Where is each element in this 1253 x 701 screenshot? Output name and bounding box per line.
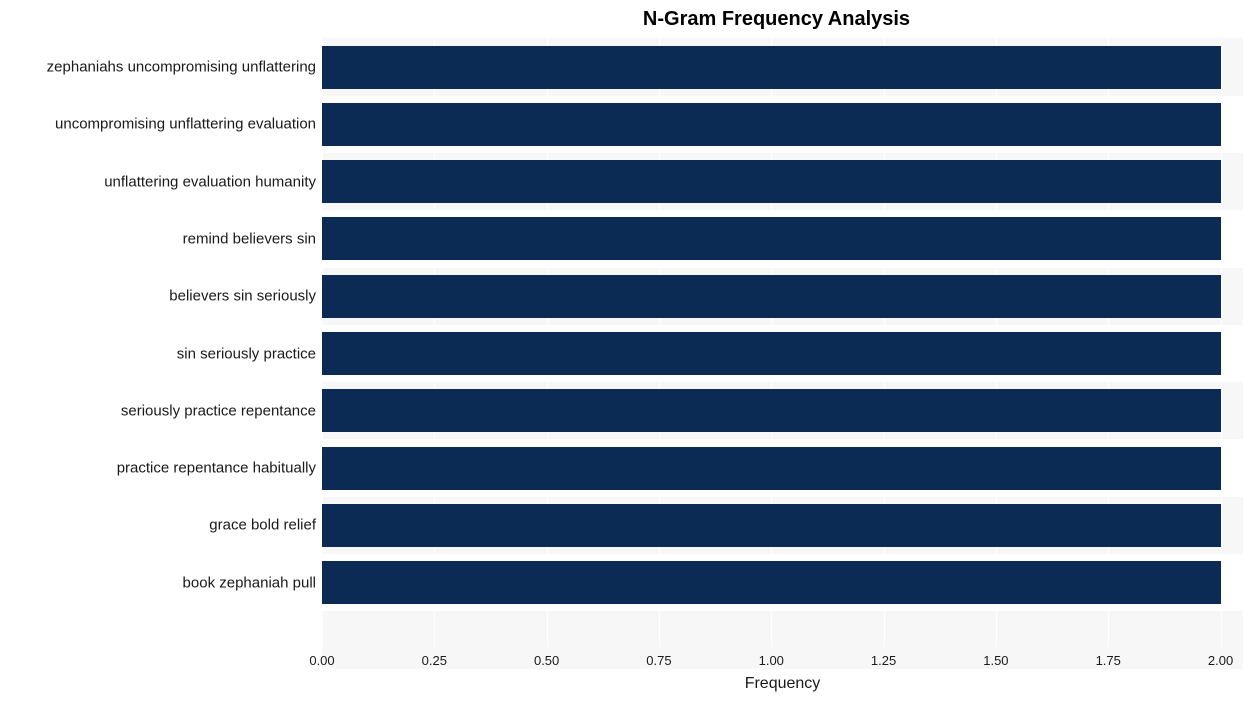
- bar: [322, 447, 1221, 490]
- bar: [322, 103, 1221, 146]
- y-tick-label: grace bold relief: [209, 517, 316, 534]
- y-tick-label: unflattering evaluation humanity: [104, 173, 316, 190]
- x-tick-label: 0.25: [422, 653, 447, 668]
- plot-area: [322, 37, 1243, 647]
- chart-container: N-Gram Frequency Analysis zephaniahs unc…: [0, 0, 1253, 701]
- x-tick-label: 2.00: [1208, 653, 1233, 668]
- x-axis-label: Frequency: [745, 675, 821, 693]
- y-tick-label: sin seriously practice: [177, 345, 316, 362]
- chart-title: N-Gram Frequency Analysis: [310, 8, 1243, 31]
- gridline: [1221, 37, 1222, 647]
- y-axis-labels: zephaniahs uncompromising unflattering un…: [10, 37, 322, 647]
- bar: [322, 217, 1221, 260]
- bar: [322, 332, 1221, 375]
- x-tick-label: 0.75: [646, 653, 671, 668]
- x-tick-label: 1.25: [871, 653, 896, 668]
- y-tick-label: book zephaniah pull: [183, 574, 316, 591]
- y-tick-label: believers sin seriously: [169, 288, 316, 305]
- bar: [322, 561, 1221, 604]
- bar: [322, 275, 1221, 318]
- x-tick-label: 1.50: [983, 653, 1008, 668]
- x-axis: Frequency 0.000.250.500.751.001.251.501.…: [322, 647, 1243, 695]
- x-tick-label: 0.50: [534, 653, 559, 668]
- bar: [322, 504, 1221, 547]
- x-tick-label: 0.00: [309, 653, 334, 668]
- y-tick-label: practice repentance habitually: [117, 460, 316, 477]
- bar: [322, 160, 1221, 203]
- y-tick-label: zephaniahs uncompromising unflattering: [47, 59, 316, 76]
- y-tick-label: uncompromising unflattering evaluation: [55, 116, 316, 133]
- plot-wrap: zephaniahs uncompromising unflattering un…: [10, 37, 1243, 647]
- bar: [322, 389, 1221, 432]
- y-tick-label: remind believers sin: [183, 230, 316, 247]
- x-tick-label: 1.00: [759, 653, 784, 668]
- x-tick-label: 1.75: [1096, 653, 1121, 668]
- bar: [322, 46, 1221, 89]
- y-tick-label: seriously practice repentance: [121, 402, 316, 419]
